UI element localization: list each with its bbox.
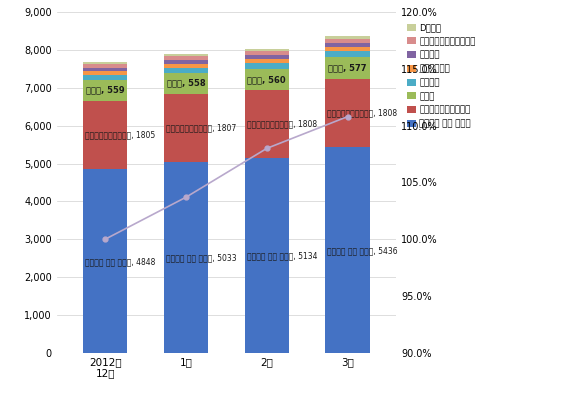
Text: オリックスカーシェア, 1808: オリックスカーシェア, 1808: [247, 120, 317, 129]
Bar: [325, 43, 370, 47]
Bar: [83, 101, 127, 169]
Bar: [325, 47, 370, 51]
Bar: [245, 49, 289, 51]
Bar: [325, 36, 370, 38]
Bar: [245, 69, 289, 90]
Bar: [325, 38, 370, 43]
Bar: [245, 51, 289, 55]
Bar: [164, 73, 208, 94]
Bar: [325, 147, 370, 353]
Text: オリックスカーシェア, 1805: オリックスカーシェア, 1805: [85, 131, 155, 140]
Bar: [83, 62, 127, 64]
Bar: [164, 162, 208, 353]
Bar: [164, 68, 208, 73]
Bar: [325, 57, 370, 79]
Bar: [325, 79, 370, 147]
Text: タイムズ カー プラス, 5033: タイムズ カー プラス, 5033: [166, 254, 237, 263]
Bar: [83, 68, 127, 71]
Legend: Dシェア, カーシェアリング・ワン, エコロカ, アース・カー, カリテコ, カレコ, オリックスカーシェア, タイムズ カー プラス: Dシェア, カーシェアリング・ワン, エコロカ, アース・カー, カリテコ, カ…: [408, 23, 476, 128]
Bar: [164, 60, 208, 64]
Bar: [245, 90, 289, 158]
Bar: [83, 64, 127, 68]
Bar: [245, 55, 289, 59]
Text: カレコ, 558: カレコ, 558: [166, 79, 205, 88]
Bar: [164, 64, 208, 68]
Text: タイムズ カー プラス, 4848: タイムズ カー プラス, 4848: [85, 257, 155, 267]
Text: タイムズ カー プラス, 5134: タイムズ カー プラス, 5134: [247, 252, 317, 261]
Bar: [83, 169, 127, 353]
Bar: [245, 59, 289, 63]
Text: オリックスカーシェア, 1808: オリックスカーシェア, 1808: [328, 108, 397, 117]
Bar: [164, 56, 208, 60]
Bar: [164, 94, 208, 162]
Bar: [245, 158, 289, 353]
Text: カレコ, 560: カレコ, 560: [247, 75, 286, 84]
Bar: [325, 51, 370, 57]
Text: タイムズ カー プラス, 5436: タイムズ カー プラス, 5436: [328, 246, 398, 255]
Text: オリックスカーシェア, 1807: オリックスカーシェア, 1807: [166, 124, 236, 133]
Bar: [245, 63, 289, 69]
Bar: [83, 71, 127, 75]
Bar: [83, 80, 127, 101]
Text: カレコ, 559: カレコ, 559: [85, 86, 125, 95]
Text: カレコ, 577: カレコ, 577: [328, 63, 367, 72]
Bar: [164, 54, 208, 56]
Bar: [83, 75, 127, 80]
